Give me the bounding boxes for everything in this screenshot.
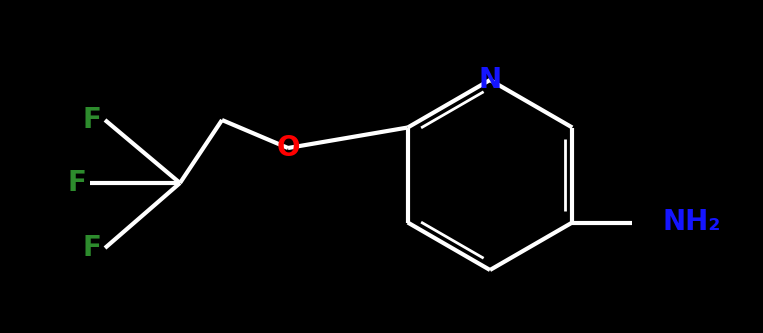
Text: F: F	[82, 234, 101, 262]
Text: F: F	[68, 169, 86, 197]
Text: F: F	[82, 106, 101, 134]
Text: N: N	[478, 66, 501, 94]
Text: NH₂: NH₂	[662, 208, 720, 236]
Text: O: O	[276, 134, 300, 162]
